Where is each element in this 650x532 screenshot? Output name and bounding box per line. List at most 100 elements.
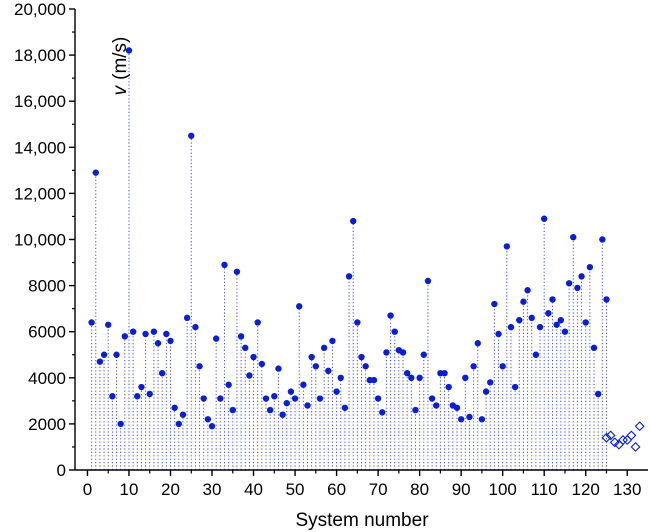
data-point <box>300 381 307 388</box>
data-point <box>428 395 436 402</box>
data-points <box>88 47 645 452</box>
data-point <box>499 363 506 370</box>
data-point <box>416 374 423 381</box>
data-point <box>221 261 228 269</box>
data-point <box>113 351 120 358</box>
data-point <box>275 365 282 372</box>
data-point <box>250 353 257 361</box>
y-axis-unit: (m/s) <box>110 37 131 80</box>
data-point <box>383 349 390 356</box>
data-point <box>582 319 589 326</box>
data-point <box>134 393 141 400</box>
y-tick-label: 16,000 <box>14 92 66 111</box>
data-point <box>445 383 452 391</box>
x-tick-label: 130 <box>613 480 641 499</box>
data-point <box>574 284 581 292</box>
data-point <box>163 330 170 338</box>
data-point <box>453 404 461 411</box>
data-point <box>312 363 320 370</box>
data-point <box>217 395 224 402</box>
x-tick-label: 30 <box>203 480 222 499</box>
y-axis-title: v (m/s) <box>110 37 131 96</box>
data-point <box>266 406 274 414</box>
data-point <box>208 423 216 430</box>
data-point <box>96 358 104 365</box>
data-point <box>258 360 266 368</box>
data-point <box>109 393 116 400</box>
data-point <box>474 340 481 347</box>
data-point <box>379 409 386 416</box>
data-point <box>495 330 502 338</box>
data-point <box>403 369 411 377</box>
x-tick-label: 90 <box>452 480 471 499</box>
data-point <box>594 390 602 398</box>
x-tick-label: 80 <box>410 480 429 499</box>
data-point <box>553 321 560 328</box>
data-point <box>503 243 511 250</box>
data-point <box>565 280 573 287</box>
data-point <box>204 416 212 423</box>
data-point <box>183 314 191 322</box>
data-point <box>225 381 232 388</box>
data-point <box>229 406 236 414</box>
data-point <box>462 374 469 381</box>
data-point <box>341 404 349 411</box>
x-tick-label: 40 <box>244 480 263 499</box>
data-point <box>121 333 129 340</box>
x-tick-label: 60 <box>327 480 346 499</box>
data-point <box>387 312 394 319</box>
data-point <box>271 393 278 400</box>
data-point <box>408 374 415 381</box>
data-point <box>511 383 519 391</box>
data-point-diamond <box>630 441 641 452</box>
y-tick-label: 6000 <box>28 323 66 342</box>
data-point <box>358 353 365 361</box>
data-point <box>391 328 398 335</box>
data-point <box>287 388 295 395</box>
data-point <box>125 47 133 54</box>
data-point <box>192 323 199 331</box>
data-point <box>279 411 286 418</box>
data-point <box>349 217 357 225</box>
x-tick-label: 0 <box>83 480 92 499</box>
y-tick-label: 18,000 <box>14 46 66 65</box>
data-point <box>520 298 527 305</box>
data-point <box>370 376 378 384</box>
data-point <box>570 233 577 241</box>
x-tick-label: 20 <box>161 480 180 499</box>
data-point <box>142 330 149 338</box>
data-point <box>466 413 473 421</box>
data-point <box>88 319 95 326</box>
data-point <box>478 416 486 423</box>
data-point <box>433 402 440 409</box>
y-tick-label: 14,000 <box>14 138 66 157</box>
data-point <box>329 337 336 345</box>
x-axis-title: System number <box>295 510 429 531</box>
data-point-diamond <box>618 435 629 446</box>
data-point <box>536 323 544 331</box>
data-point-diamond <box>626 430 637 441</box>
data-point <box>117 420 124 428</box>
data-point <box>171 404 178 411</box>
data-point <box>179 411 187 418</box>
data-point <box>283 399 290 407</box>
data-point <box>316 395 324 402</box>
data-point <box>362 363 369 370</box>
y-tick-label: 4000 <box>28 369 66 388</box>
x-tick-label: 110 <box>531 480 558 499</box>
data-point <box>175 420 183 428</box>
data-point <box>441 369 448 377</box>
x-tick-label: 70 <box>369 480 388 499</box>
data-point <box>129 328 137 335</box>
data-point <box>549 296 556 303</box>
y-tick-label: 12,000 <box>14 184 66 203</box>
data-point <box>154 340 162 347</box>
data-point <box>188 132 195 139</box>
data-point <box>308 353 315 361</box>
data-point <box>586 263 594 271</box>
x-tick-label: 50 <box>286 480 305 499</box>
y-tick-label: 20,000 <box>14 0 66 19</box>
data-point <box>167 337 174 345</box>
data-point <box>532 351 540 358</box>
data-point <box>196 363 203 370</box>
